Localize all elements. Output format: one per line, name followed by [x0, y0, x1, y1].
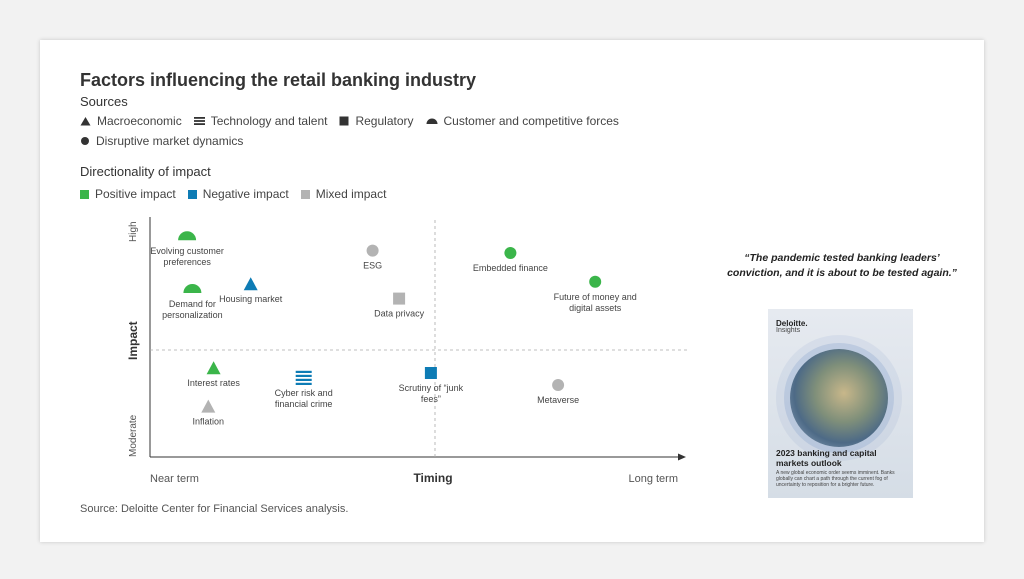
- sources-label: Sources: [80, 94, 128, 109]
- source-note: Source: Deloitte Center for Financial Se…: [80, 503, 349, 515]
- point-label: Inflation: [193, 417, 225, 427]
- data-point: Demand for personalization: [162, 284, 223, 320]
- data-point: Future of money and digital assets: [554, 275, 637, 313]
- half-circle-icon: [426, 118, 437, 124]
- point-marker: [178, 231, 197, 241]
- sources-legend-row-2: Disruptive market dynamics: [80, 134, 255, 148]
- report-brand: Deloitte.: [776, 319, 808, 328]
- data-point: Inflation: [193, 399, 225, 427]
- point-label: Interest rates: [187, 378, 240, 388]
- legend-item-macroeconomic: Macroeconomic: [80, 114, 182, 128]
- point-label: Evolving customer preferences: [150, 246, 224, 267]
- legend-item-negative: Negative impact: [187, 187, 289, 201]
- legend-label: Regulatory: [355, 114, 414, 128]
- legend-label: Positive impact: [95, 187, 176, 201]
- lines-icon: [193, 117, 205, 125]
- square-swatch-icon: [80, 189, 89, 199]
- x-axis-arrow: [678, 453, 686, 461]
- report-title: 2023 banking and capital markets outlook: [776, 448, 877, 468]
- report-subtitle: A new global economic order seems immine…: [776, 470, 895, 488]
- directionality-label: Directionality of impact: [80, 164, 211, 179]
- y-tick-moderate: Moderate: [128, 414, 139, 457]
- data-point: Data privacy: [374, 292, 425, 319]
- legend-label: Mixed impact: [315, 187, 387, 201]
- x-tick-near-term: Near term: [150, 473, 199, 485]
- impact-legend: Positive impact Negative impact Mixed im…: [80, 187, 398, 201]
- pull-quote: “The pandemic tested banking leaders’ co…: [727, 252, 957, 279]
- circle-icon: [81, 137, 89, 145]
- legend-item-customer: Customer and competitive forces: [426, 114, 619, 128]
- data-point: Evolving customer preferences: [150, 231, 224, 267]
- data-point: Housing market: [219, 277, 283, 304]
- legend-label: Negative impact: [202, 187, 289, 201]
- point-label: ESG: [363, 261, 382, 271]
- page-title: Factors influencing the retail banking i…: [80, 70, 477, 90]
- square-icon: [339, 116, 349, 126]
- legend-item-positive: Positive impact: [80, 187, 176, 201]
- triangle-icon: [80, 117, 91, 126]
- data-point: Cyber risk and financial crime: [275, 370, 333, 409]
- point-label: Housing market: [219, 294, 283, 304]
- data-point: Metaverse: [537, 379, 579, 405]
- point-marker: [206, 361, 221, 375]
- data-point: Interest rates: [187, 361, 240, 388]
- x-tick-long-term: Long term: [628, 473, 678, 485]
- point-label: Cyber risk and financial crime: [275, 388, 333, 409]
- report-cover[interactable]: Deloitte. Insights 2023 banking and capi…: [768, 309, 913, 498]
- points-layer: Evolving customer preferences Demand for pe…: [150, 231, 637, 427]
- legend-item-mixed: Mixed impact: [300, 187, 387, 201]
- point-marker: [366, 244, 379, 257]
- point-label: Embedded finance: [473, 263, 548, 273]
- legend-label: Macroeconomic: [97, 114, 182, 128]
- data-point: ESG: [363, 244, 382, 271]
- point-marker: [393, 292, 406, 305]
- point-label: Scrutiny of “junk fees”: [399, 383, 464, 404]
- point-marker: [183, 284, 202, 293]
- point-marker: [243, 277, 258, 291]
- impact-timing-chart: High Moderate Impact Near term Timing Lo…: [126, 217, 688, 485]
- point-marker: [424, 367, 437, 379]
- point-marker: [295, 370, 312, 385]
- legend-label: Customer and competitive forces: [443, 114, 619, 128]
- y-tick-high: High: [128, 221, 139, 242]
- chart-card: Factors influencing the retail banking i…: [40, 40, 984, 542]
- point-label: Metaverse: [537, 395, 579, 405]
- globe-image: [790, 349, 888, 447]
- legend-item-technology: Technology and talent: [193, 114, 328, 128]
- point-marker: [504, 247, 517, 259]
- point-marker: [589, 275, 602, 288]
- legend-item-disruptive: Disruptive market dynamics: [80, 134, 243, 148]
- legend-label: Technology and talent: [210, 114, 328, 128]
- point-marker: [552, 379, 565, 391]
- point-label: Data privacy: [374, 309, 425, 319]
- point-label: Future of money and digital assets: [554, 292, 637, 313]
- report-brand-sub: Insights: [776, 327, 801, 334]
- data-point: Scrutiny of “junk fees”: [399, 367, 464, 404]
- sources-legend-row-1: Macroeconomic Technology and talent Regu…: [80, 114, 631, 128]
- square-swatch-icon: [187, 189, 197, 199]
- point-marker: [201, 399, 216, 413]
- square-swatch-icon: [300, 189, 310, 199]
- y-axis-label: Impact: [126, 321, 140, 360]
- x-axis-label: Timing: [413, 471, 452, 485]
- legend-label: Disruptive market dynamics: [96, 134, 244, 148]
- data-point: Embedded finance: [473, 247, 548, 273]
- point-label: Demand for personalization: [162, 299, 223, 320]
- legend-item-regulatory: Regulatory: [339, 114, 414, 128]
